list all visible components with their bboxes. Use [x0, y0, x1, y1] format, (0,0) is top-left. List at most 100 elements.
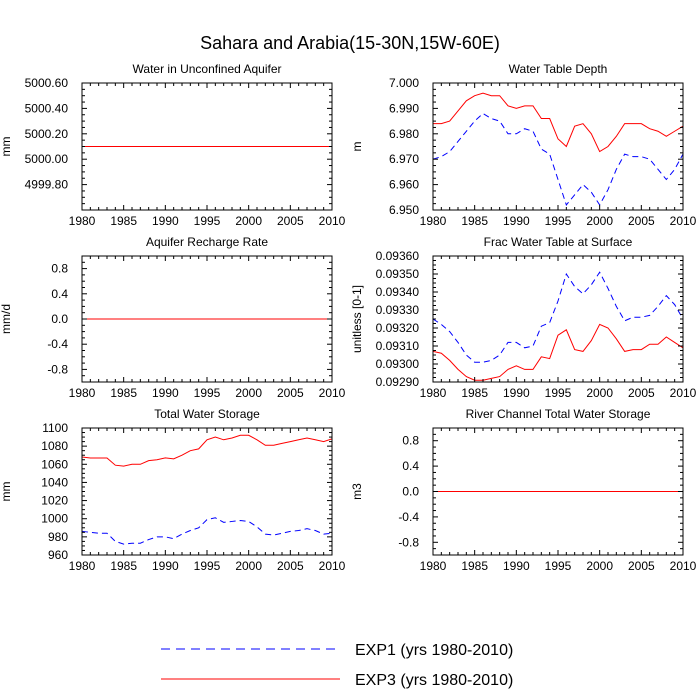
y-tick-label: 4999.80 [25, 178, 69, 192]
panel-title: Frac Water Table at Surface [484, 235, 633, 249]
y-tick-label: 6.990 [389, 101, 419, 115]
y-tick-label: 0.09330 [376, 303, 420, 317]
panel-title: Water in Unconfined Aquifer [133, 62, 282, 76]
y-tick-label: 0.09320 [376, 321, 420, 335]
series-line-exp1 [433, 112, 683, 206]
series-line-exp1 [433, 271, 683, 363]
x-tick-label: 2010 [319, 214, 346, 228]
x-tick-label: 1980 [420, 214, 447, 228]
y-tick-label: -0.8 [47, 362, 68, 376]
panel-title: Aquifer Recharge Rate [146, 235, 268, 249]
x-tick-label: 1985 [461, 559, 488, 573]
series-line-exp3 [433, 323, 683, 381]
y-tick-label: 6.970 [389, 152, 419, 166]
y-axis-label: m [350, 142, 364, 152]
x-tick-label: 1985 [461, 214, 488, 228]
legend-label-exp1: EXP1 (yrs 1980-2010) [355, 642, 513, 659]
chart-panel: Total Water Storage 1980 1985 1990 1995 2000 2… [0, 407, 346, 573]
x-tick-label: 1980 [69, 386, 96, 400]
chart-panel: Aquifer Recharge Rate 1980 1985 1990 1995 200… [0, 235, 346, 400]
y-tick-label: 1040 [41, 475, 68, 489]
x-tick-label: 1985 [110, 559, 137, 573]
y-tick-label: 0.4 [402, 459, 419, 473]
x-tick-label: 2000 [586, 214, 613, 228]
plot-frame [432, 82, 684, 211]
x-tick-label: 1990 [152, 214, 179, 228]
y-tick-label: 7.000 [389, 76, 419, 90]
y-tick-label: 0.09360 [376, 249, 420, 263]
chart-panel: River Channel Total Water Storage 1980 198… [350, 407, 697, 573]
x-tick-label: 1985 [110, 214, 137, 228]
legend-item-exp1: EXP1 (yrs 1980-2010) [161, 642, 513, 659]
series-line-exp3 [433, 92, 683, 153]
x-tick-label: 2010 [670, 559, 697, 573]
x-tick-label: 2000 [586, 559, 613, 573]
y-tick-label: 0.0 [51, 312, 68, 326]
x-tick-label: 2010 [319, 559, 346, 573]
y-axis-label: mm [0, 137, 13, 157]
y-tick-label: 1100 [42, 421, 68, 435]
figure-title: Sahara and Arabia(15-30N,15W-60E) [200, 33, 500, 53]
plot-frame [81, 427, 333, 556]
x-tick-label: 1990 [152, 386, 179, 400]
y-tick-label: 960 [48, 548, 68, 562]
y-tick-label: 0.09290 [376, 375, 420, 389]
x-tick-label: 1995 [194, 559, 221, 573]
x-tick-label: 2010 [670, 386, 697, 400]
x-tick-label: 2005 [277, 214, 304, 228]
x-tick-label: 1980 [420, 559, 447, 573]
y-tick-label: 5000.60 [25, 76, 69, 90]
y-axis-label: m3 [350, 483, 364, 500]
x-tick-label: 1985 [110, 386, 137, 400]
y-tick-label: 1080 [41, 439, 68, 453]
y-tick-label: 0.09310 [376, 339, 420, 353]
y-axis-label: mm/d [0, 304, 13, 334]
panel-title: Total Water Storage [154, 407, 260, 421]
y-tick-label: 1060 [41, 457, 68, 471]
x-tick-label: 2000 [235, 214, 262, 228]
x-tick-label: 1990 [503, 214, 530, 228]
x-tick-label: 2005 [277, 559, 304, 573]
y-tick-label: 0.09350 [376, 267, 420, 281]
x-tick-label: 1980 [69, 559, 96, 573]
y-tick-label: 0.8 [402, 434, 419, 448]
y-tick-label: 5000.00 [25, 152, 69, 166]
panel-title: River Channel Total Water Storage [466, 407, 651, 421]
y-tick-label: 1020 [41, 494, 68, 508]
x-tick-label: 1995 [194, 386, 221, 400]
y-tick-label: 0.09340 [376, 285, 420, 299]
y-tick-label: 6.960 [389, 178, 419, 192]
x-tick-label: 1990 [503, 559, 530, 573]
x-tick-label: 1995 [545, 214, 572, 228]
y-tick-label: 5000.40 [25, 101, 69, 115]
chart-panel: Water in Unconfined Aquifer 1980 1985 1990 1… [0, 62, 346, 228]
y-tick-label: 980 [48, 530, 68, 544]
plot-frame [432, 255, 684, 383]
y-tick-label: -0.4 [47, 337, 68, 351]
x-tick-label: 1990 [503, 386, 530, 400]
x-tick-label: 1995 [545, 386, 572, 400]
legend: EXP1 (yrs 1980-2010) EXP3 (yrs 1980-2010… [161, 642, 513, 689]
chart-panel: Water Table Depth 1980 1985 1990 1995 2000 200… [350, 62, 697, 228]
x-tick-label: 1990 [152, 559, 179, 573]
y-tick-label: -0.4 [398, 510, 419, 524]
y-tick-label: 0.09300 [376, 357, 420, 371]
legend-item-exp3: EXP3 (yrs 1980-2010) [161, 672, 513, 689]
legend-label-exp3: EXP3 (yrs 1980-2010) [355, 672, 513, 689]
x-tick-label: 2000 [235, 559, 262, 573]
y-axis-label: mm [0, 482, 13, 502]
y-tick-label: 6.980 [389, 127, 419, 141]
x-tick-label: 2000 [235, 386, 262, 400]
x-tick-label: 1985 [461, 386, 488, 400]
panels: Water in Unconfined Aquifer 1980 1985 1990 1… [0, 62, 697, 573]
x-tick-label: 2005 [628, 386, 655, 400]
x-tick-label: 2005 [277, 386, 304, 400]
x-tick-label: 1980 [69, 214, 96, 228]
x-tick-label: 1995 [545, 559, 572, 573]
y-tick-label: 0.0 [402, 485, 419, 499]
series-line-exp3 [82, 434, 332, 467]
x-tick-label: 2010 [319, 386, 346, 400]
x-tick-label: 1995 [194, 214, 221, 228]
y-tick-label: 0.8 [51, 262, 68, 276]
